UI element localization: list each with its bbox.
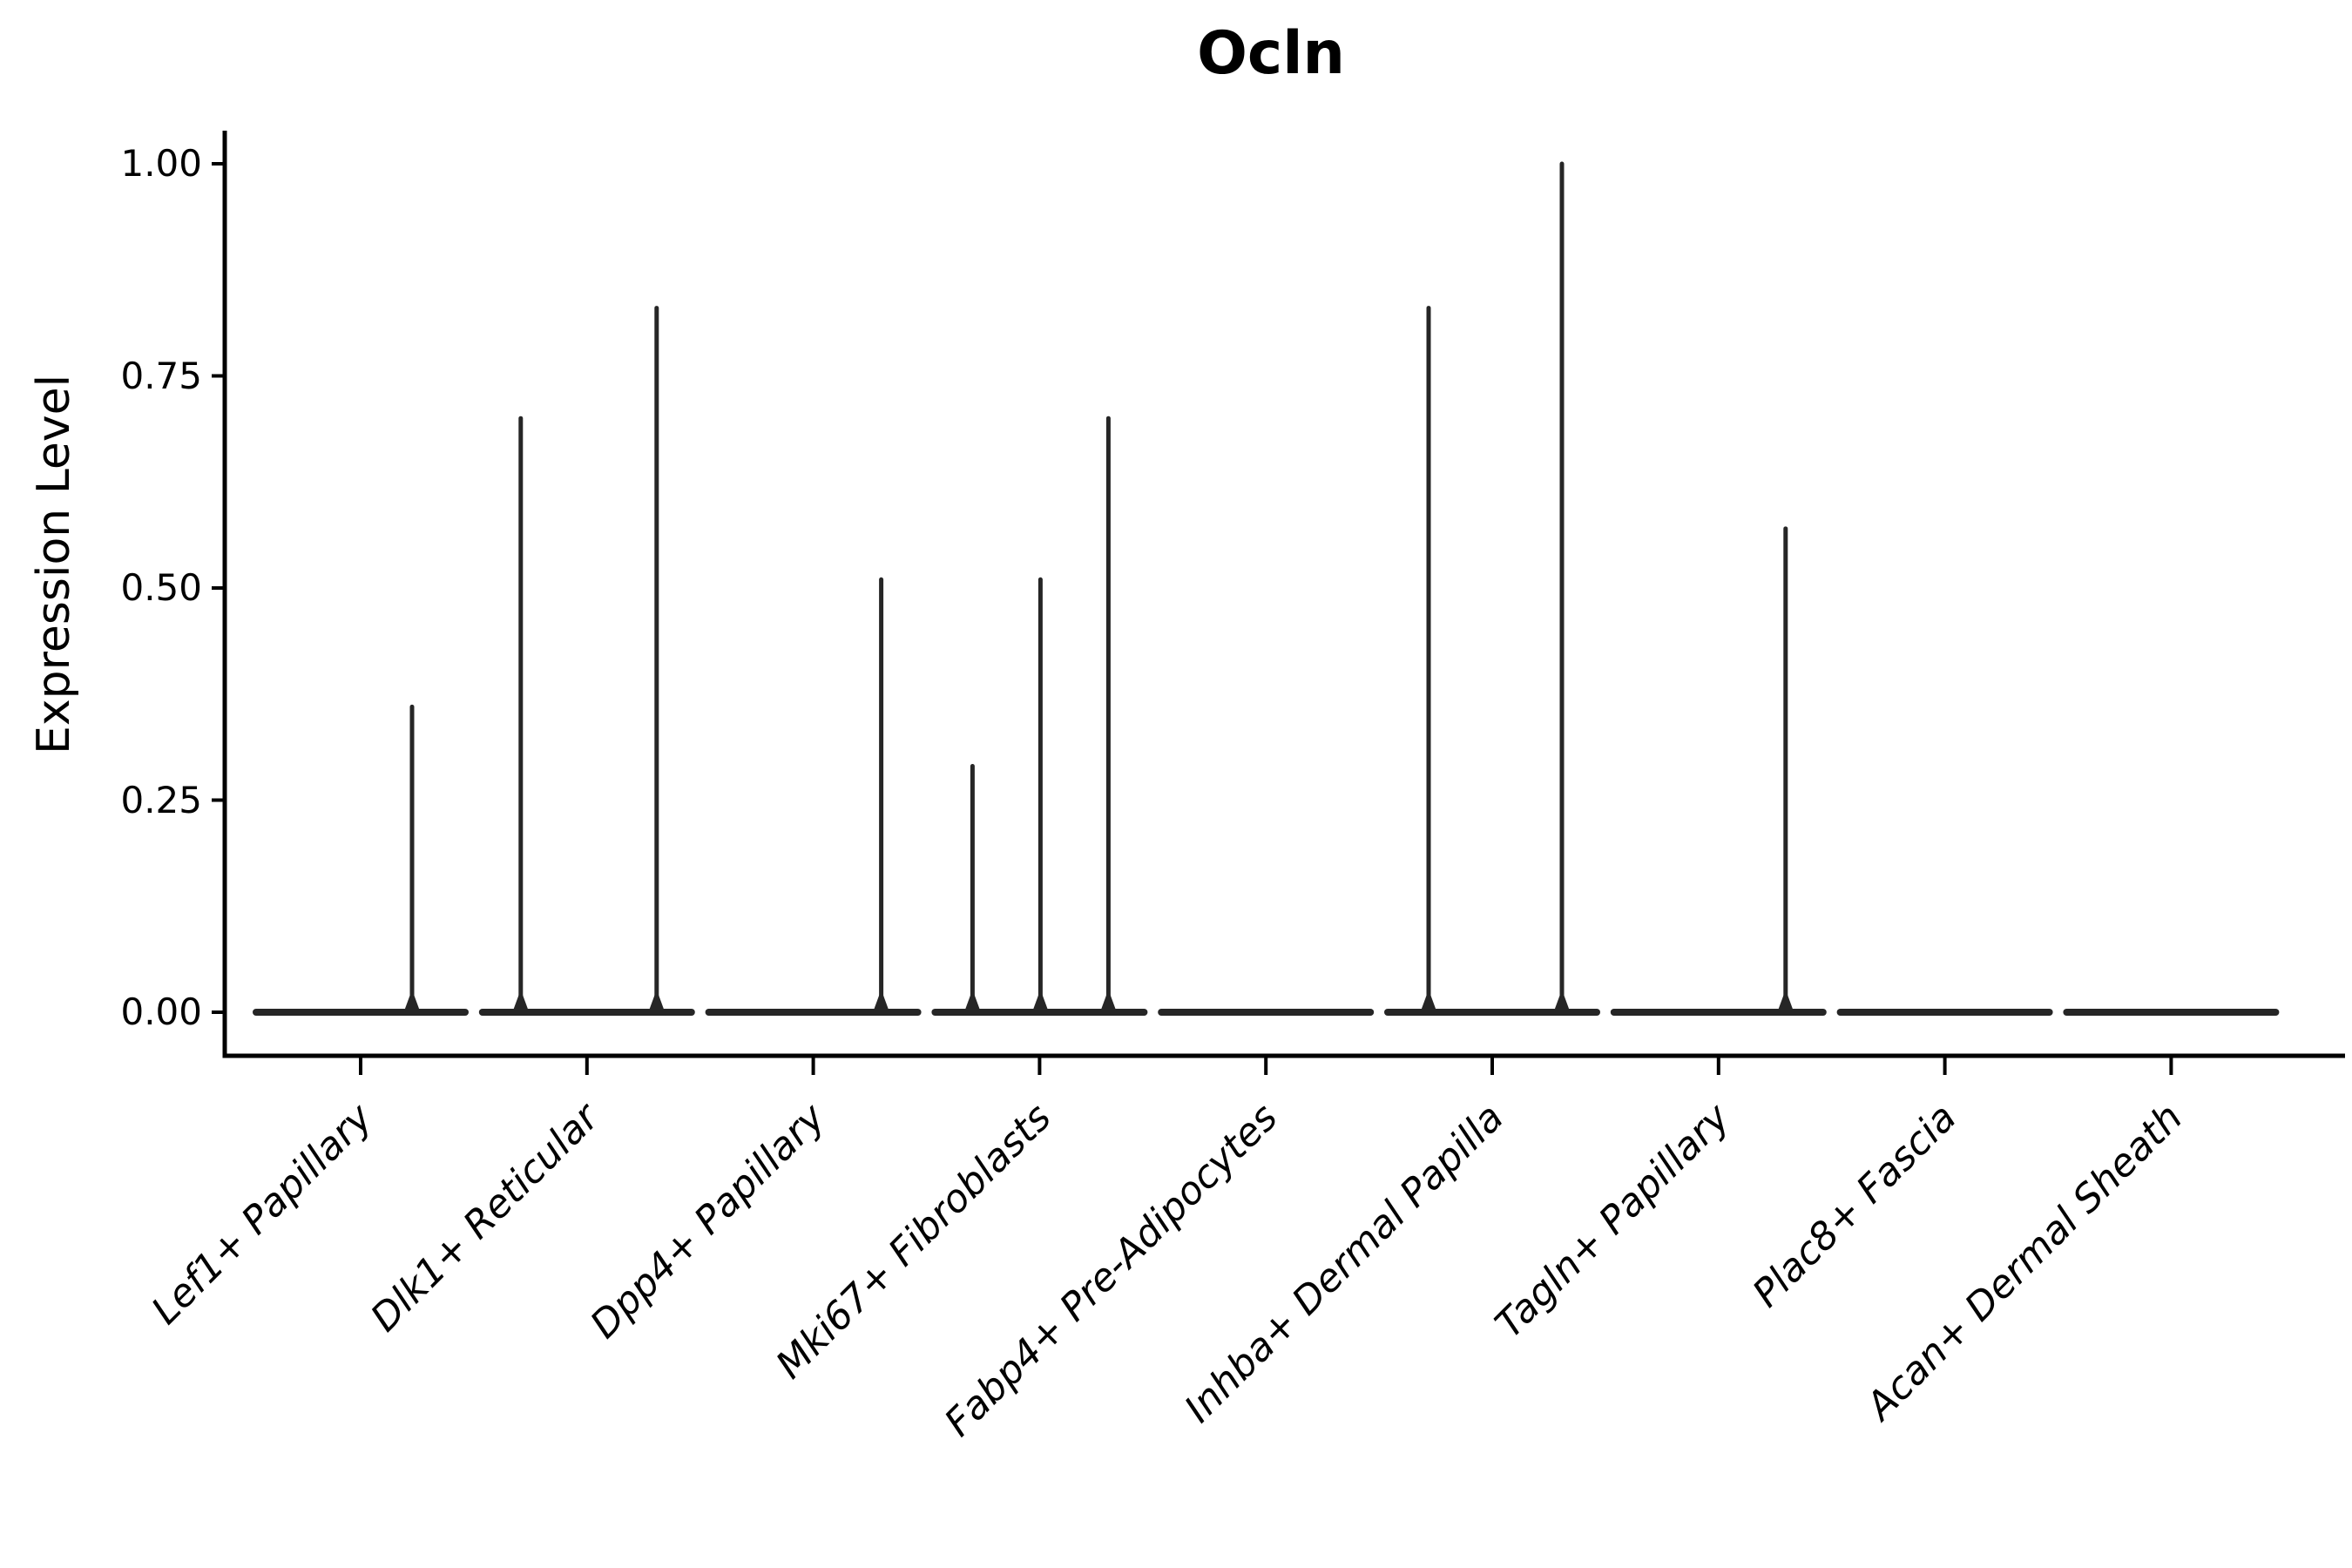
chart-title: Ocln	[1197, 19, 1345, 88]
y-tick-label: 0.25	[120, 778, 202, 821]
y-tick-label: 0.75	[120, 354, 202, 397]
y-tick-label: 0.00	[120, 990, 202, 1033]
y-tick-label: 1.00	[120, 142, 202, 185]
y-tick-label: 0.50	[120, 566, 202, 609]
